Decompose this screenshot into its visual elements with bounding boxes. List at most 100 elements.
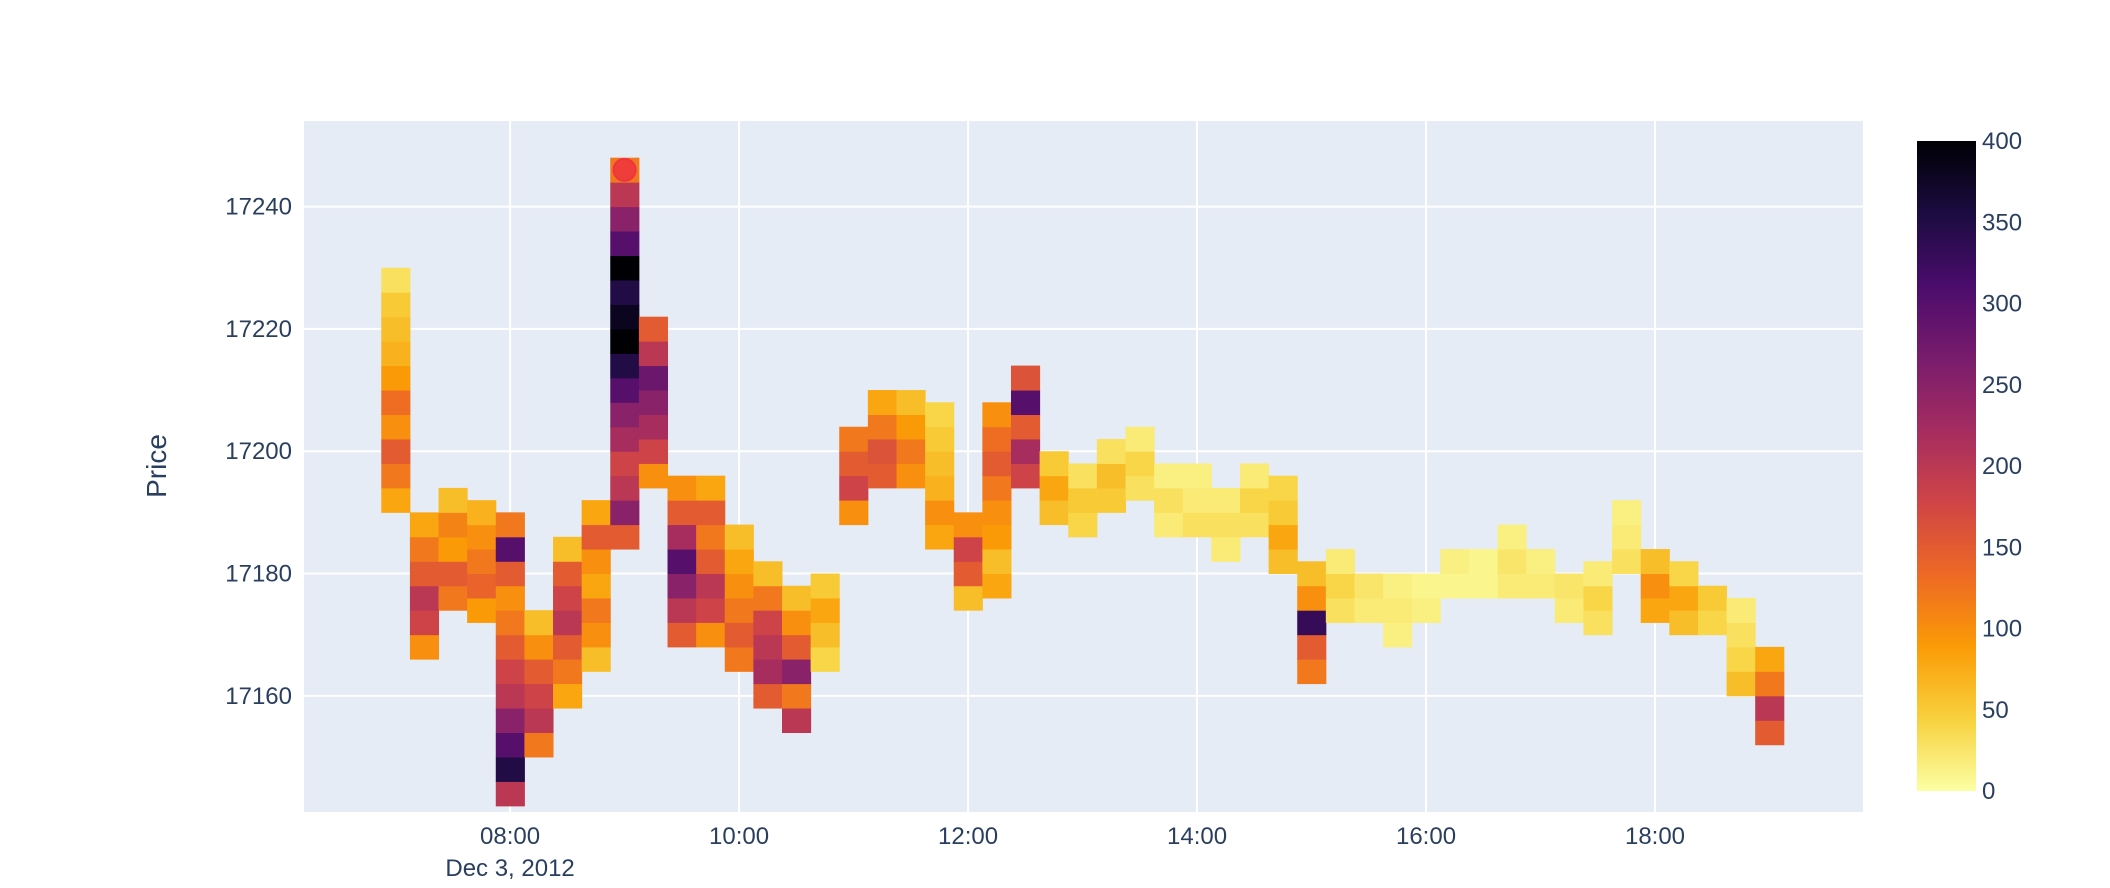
heatmap-cell — [381, 438, 411, 464]
heatmap-cell — [553, 585, 583, 611]
heatmap-cell — [495, 732, 525, 758]
heatmap-cell — [1354, 597, 1384, 623]
heatmap-cell — [381, 341, 411, 367]
colorbar-tick-label: 100 — [1982, 616, 2022, 643]
heatmap-cell — [1554, 573, 1584, 599]
heatmap-cell — [1268, 475, 1298, 501]
heatmap-cell — [1068, 463, 1098, 489]
heatmap-cell — [1383, 622, 1413, 648]
heatmap-cell — [467, 549, 497, 575]
heatmap-cell — [1239, 487, 1270, 513]
heatmap-cell — [782, 659, 812, 685]
heatmap-cell — [667, 597, 697, 623]
heatmap-cell — [409, 536, 440, 562]
heatmap-cell — [867, 438, 897, 464]
heatmap-cell — [495, 634, 525, 660]
heatmap-cell — [1325, 573, 1355, 599]
colorbar — [1917, 141, 1976, 791]
heatmap-cell — [1010, 463, 1041, 489]
heatmap-cell — [753, 610, 783, 636]
heatmap-cell — [495, 561, 525, 587]
colorbar-tick-label: 150 — [1982, 534, 2022, 561]
heatmap-cell — [1182, 463, 1212, 489]
heatmap-cell — [1211, 536, 1241, 562]
heatmap-cell — [1726, 622, 1756, 648]
heatmap-cell — [610, 524, 640, 550]
heatmap-cell — [1440, 573, 1470, 599]
heatmap-cell — [667, 549, 697, 575]
heatmap-cell — [1068, 487, 1098, 513]
heatmap-cell — [782, 708, 812, 734]
heatmap-cell — [467, 500, 497, 526]
heatmap-cell — [381, 365, 411, 391]
heatmap-cell — [839, 451, 869, 477]
heatmap-cell — [381, 487, 411, 513]
heatmap-cell — [1468, 573, 1499, 599]
heatmap-cell — [1096, 487, 1126, 513]
x-tick-label: 16:00 — [1396, 823, 1456, 850]
heatmap-cell — [524, 610, 554, 636]
heatmap-cell — [696, 597, 726, 623]
heatmap-cell — [553, 561, 583, 587]
marker — [612, 157, 637, 182]
heatmap-cell — [1497, 524, 1527, 550]
heatmap-cell — [553, 536, 583, 562]
heatmap-cell — [1268, 524, 1298, 550]
heatmap-cell — [782, 634, 812, 660]
heatmap-cell — [495, 708, 525, 734]
heatmap-cell — [953, 585, 983, 611]
heatmap-cell — [1182, 512, 1212, 538]
heatmap-cell — [438, 585, 468, 611]
heatmap-cell — [810, 597, 840, 623]
heatmap-cell — [1726, 646, 1756, 672]
heatmap-cell — [753, 683, 783, 709]
heatmap-cell — [1383, 597, 1413, 623]
colorbar-tick-label: 50 — [1982, 697, 2009, 724]
heatmap-cell — [581, 573, 611, 599]
heatmap-cell — [524, 732, 554, 758]
heatmap-cell — [438, 536, 468, 562]
heatmap-cell — [610, 304, 640, 330]
heatmap-cell — [610, 426, 640, 452]
heatmap-cell — [581, 646, 611, 672]
heatmap-cell — [925, 426, 955, 452]
heatmap-cell — [409, 561, 440, 587]
heatmap-cell — [1669, 610, 1699, 636]
heatmap-cell — [524, 634, 554, 660]
heatmap-cell — [638, 463, 669, 489]
x-tick-label: 08:00 — [480, 823, 540, 850]
heatmap-cell — [810, 646, 840, 672]
heatmap-cell — [1268, 549, 1298, 575]
heatmap-cell — [1039, 475, 1069, 501]
heatmap-cell — [1612, 500, 1642, 526]
heatmap-cell — [581, 524, 611, 550]
heatmap-cell — [1010, 414, 1041, 440]
heatmap-cell — [1411, 573, 1441, 599]
heatmap-cell — [1497, 573, 1527, 599]
overlay: 17160 17180 17200 17220 17240 08:00 Dec 3, 201… — [225, 128, 2022, 882]
heatmap-cell — [1039, 451, 1069, 477]
x-tick-label: 14:00 — [1167, 823, 1227, 850]
heatmap-cell — [381, 390, 411, 416]
x-tick-label: 12:00 — [938, 823, 998, 850]
heatmap-cell — [381, 267, 411, 293]
heatmap-cell — [1440, 549, 1470, 575]
heatmap-cell — [610, 279, 640, 305]
heatmap-cell — [553, 610, 583, 636]
heatmap-cell — [1297, 561, 1327, 587]
heatmap-cell — [1010, 365, 1041, 391]
y-tick-label: 17240 — [225, 194, 292, 221]
heatmap-cell — [782, 585, 812, 611]
heatmap-cell — [381, 292, 411, 318]
colorbar-tick-label: 300 — [1982, 291, 2022, 318]
heatmap-cell — [610, 377, 640, 403]
heatmap-cell — [1612, 549, 1642, 575]
heatmap-cell — [753, 659, 783, 685]
heatmap-cell — [867, 414, 897, 440]
heatmap-cell — [1497, 549, 1527, 575]
heatmap-cell — [1096, 463, 1126, 489]
colorbar-tick-label: 400 — [1982, 128, 2022, 155]
colorbar-tick-label: 200 — [1982, 453, 2022, 480]
heatmap-cell — [381, 463, 411, 489]
